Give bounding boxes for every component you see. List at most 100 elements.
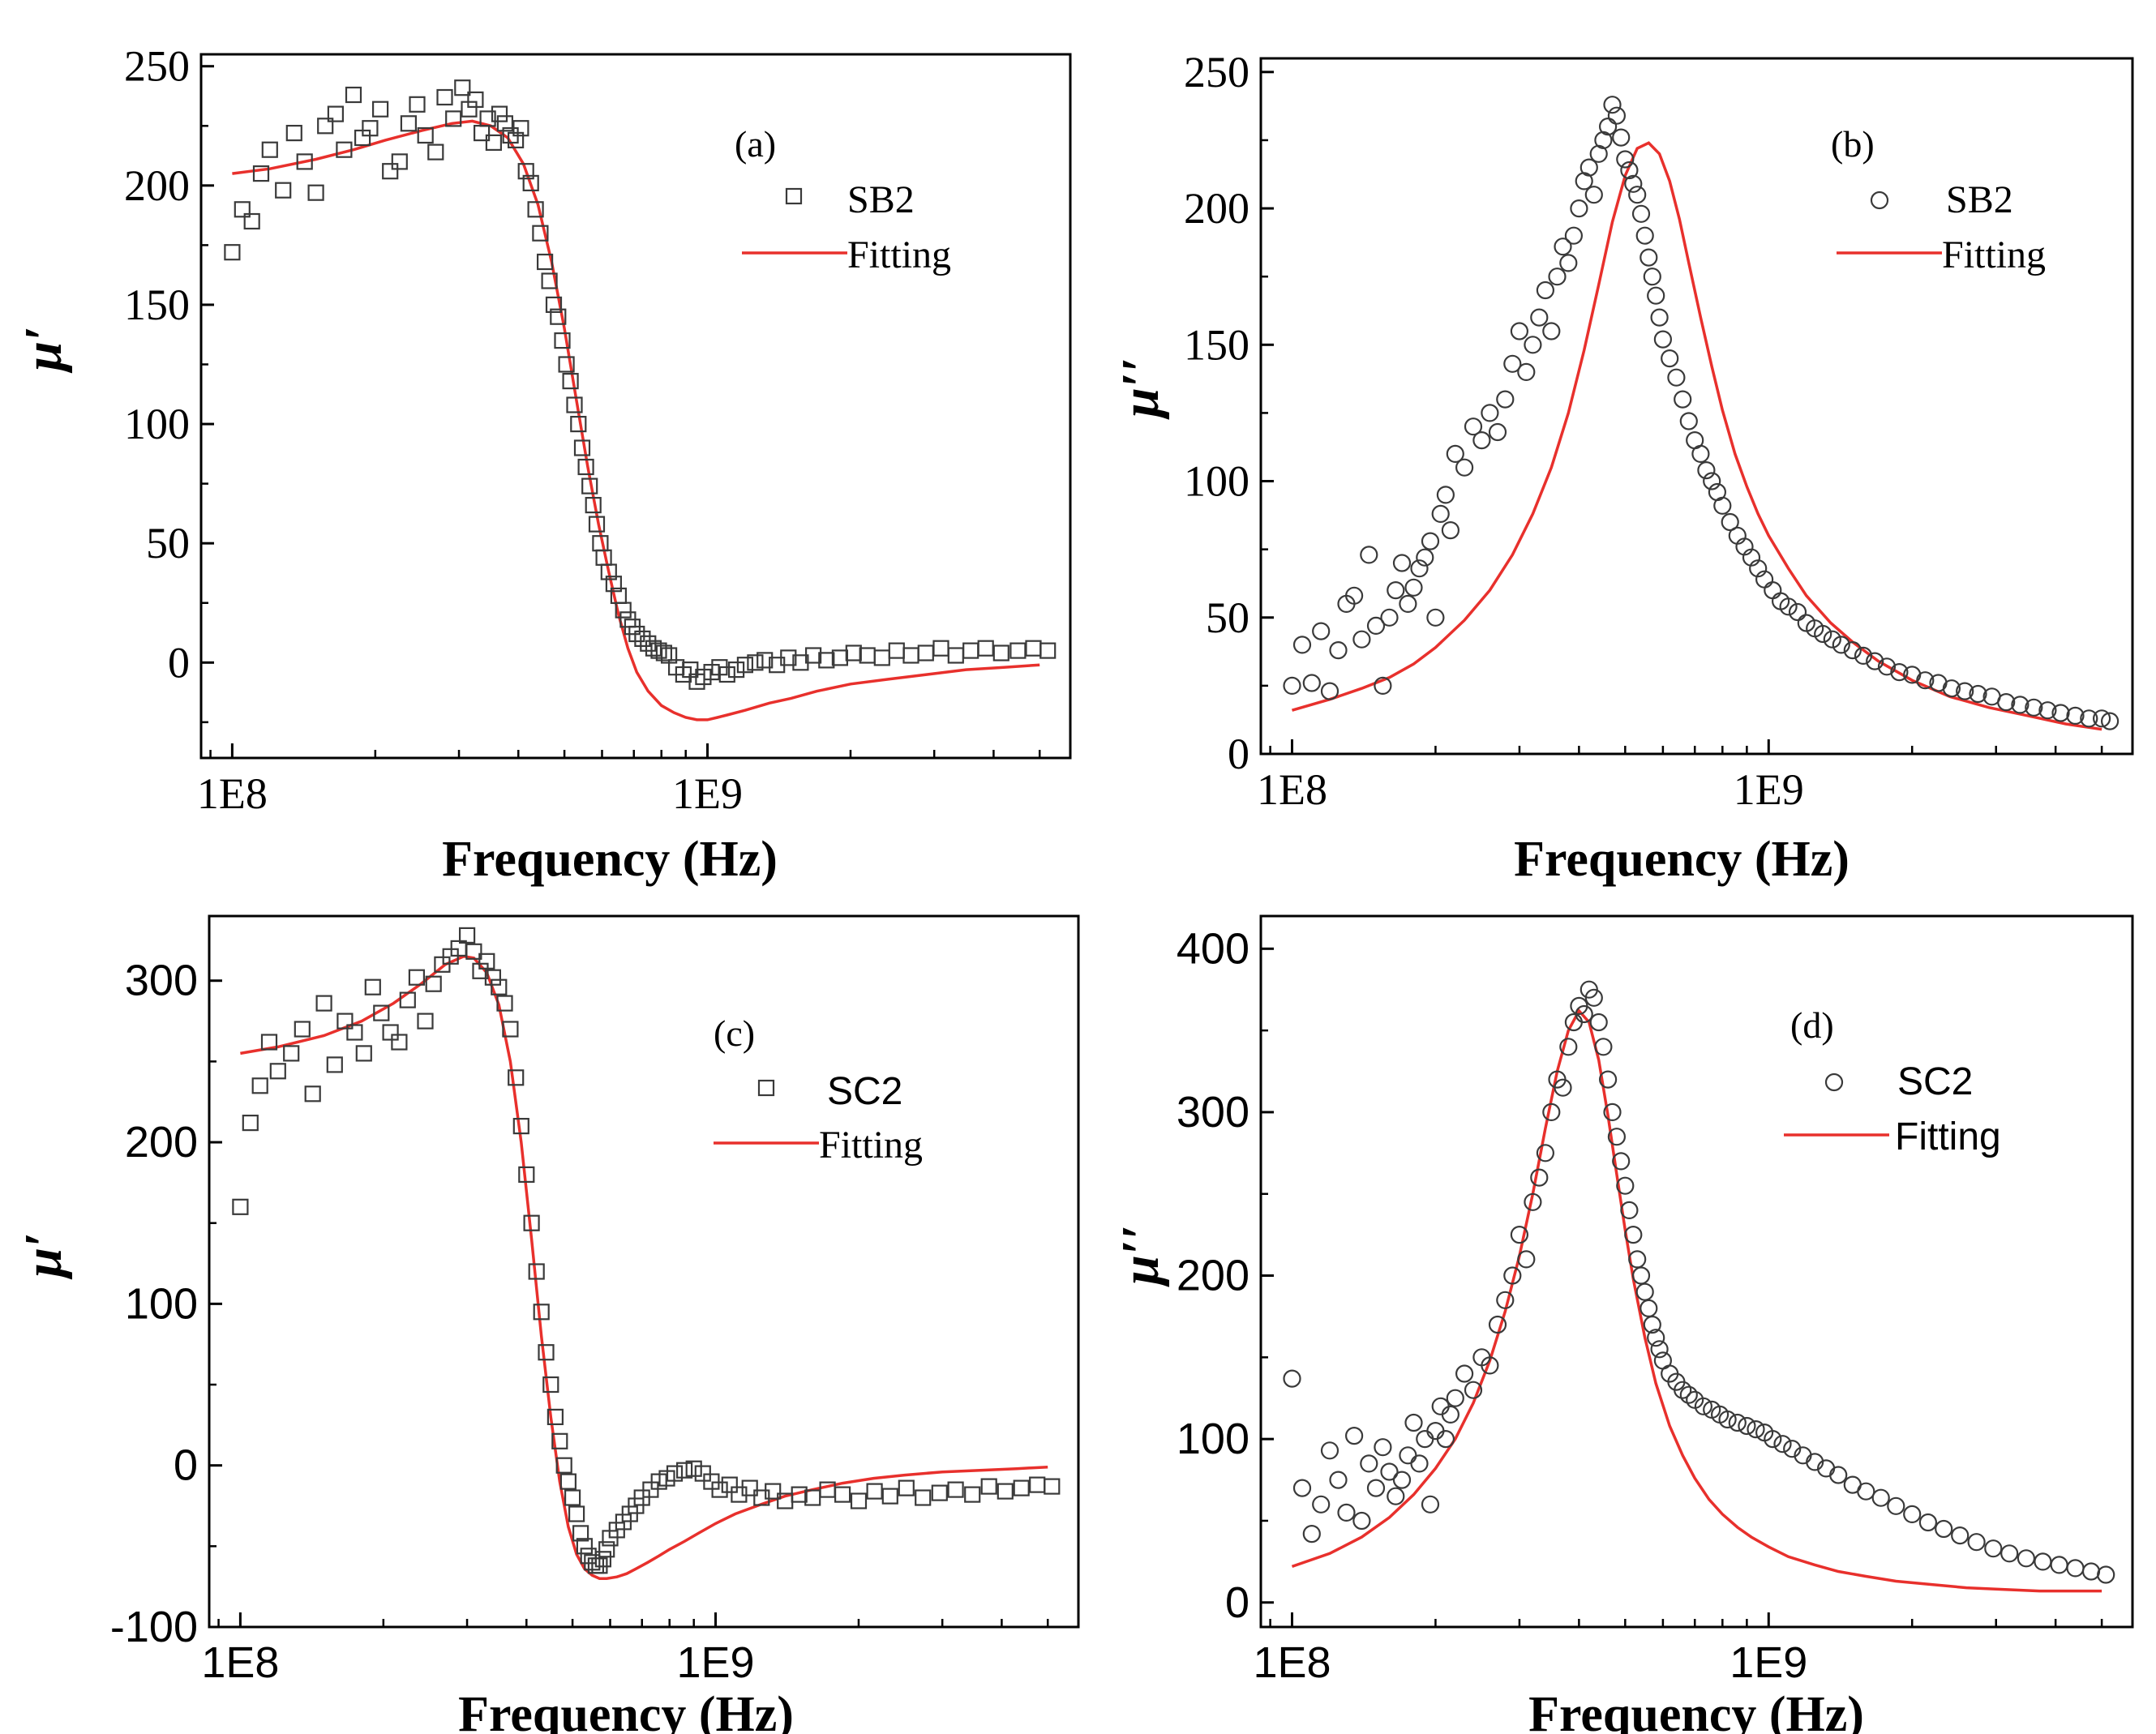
data-point xyxy=(1749,559,1768,578)
data-point xyxy=(1360,1454,1378,1473)
data-point xyxy=(1570,199,1588,218)
data-point xyxy=(932,640,949,657)
data-point xyxy=(628,625,645,643)
data-point xyxy=(1320,1441,1339,1460)
data-point xyxy=(1612,1152,1631,1171)
y-tick-label: 250 xyxy=(1184,48,1249,96)
data-point xyxy=(881,1488,898,1505)
data-point xyxy=(1320,682,1339,700)
legend-marker-square-a xyxy=(785,187,803,205)
data-point xyxy=(818,652,835,669)
data-point xyxy=(1916,671,1935,690)
data-point xyxy=(1329,640,1348,660)
y-axis-title-c: μ′ xyxy=(14,1232,73,1279)
data-point xyxy=(391,153,408,170)
data-point xyxy=(2000,1544,2019,1563)
data-point xyxy=(685,1460,702,1477)
data-point xyxy=(1025,640,1042,657)
legend-b: SB2 Fitting xyxy=(1837,178,2046,276)
data-point xyxy=(427,143,444,161)
data-point xyxy=(634,630,651,648)
data-point xyxy=(1352,1511,1371,1531)
data-point xyxy=(1542,322,1561,340)
data-point xyxy=(747,654,764,671)
y-axis-title-a: μ′ xyxy=(14,326,73,373)
data-point xyxy=(1421,532,1440,550)
data-point xyxy=(1631,1266,1651,1285)
fit-layer-b xyxy=(1292,141,2102,731)
data-point xyxy=(1446,1389,1464,1407)
data-point xyxy=(1399,1446,1417,1465)
y-tick-label: 0 xyxy=(1228,730,1249,778)
data-point xyxy=(1674,390,1692,409)
data-point xyxy=(804,647,822,664)
data-point xyxy=(650,642,667,659)
data-point xyxy=(588,516,606,533)
data-point xyxy=(479,110,496,127)
data-point xyxy=(512,120,529,137)
data-point xyxy=(947,647,964,664)
data-point xyxy=(1603,1102,1622,1122)
data-point xyxy=(1554,1078,1572,1097)
x-tick-label: 1E9 xyxy=(1734,765,1804,814)
data-point xyxy=(1404,578,1423,597)
data-point xyxy=(1441,520,1460,540)
data-point xyxy=(275,182,292,199)
data-point xyxy=(850,1492,868,1509)
plot-frame-a xyxy=(199,53,1072,760)
x-tick-label: 1E9 xyxy=(672,769,743,818)
data-point xyxy=(1616,1176,1635,1195)
data-point xyxy=(555,1457,572,1474)
data-point xyxy=(1366,1479,1386,1497)
data-point xyxy=(285,125,302,142)
data-point xyxy=(736,657,754,674)
x-axis-title-a: Frequency (Hz) xyxy=(442,832,778,887)
data-point xyxy=(2081,1562,2101,1581)
data-point xyxy=(898,1479,915,1496)
data-point xyxy=(496,995,513,1012)
data-point xyxy=(512,1117,529,1135)
data-point xyxy=(741,1479,758,1496)
y-tick-label: 150 xyxy=(124,280,190,329)
data-point xyxy=(294,1021,311,1038)
data-point xyxy=(1481,404,1499,422)
data-point xyxy=(1635,226,1654,245)
data-point xyxy=(1496,390,1515,409)
data-point xyxy=(977,640,994,657)
data-point xyxy=(915,1489,932,1506)
x-tick-label: 1E9 xyxy=(676,1638,754,1687)
data-point xyxy=(1421,1495,1440,1514)
data-point xyxy=(417,126,434,144)
fit-layer-a xyxy=(232,119,1040,721)
y-tick-label: 400 xyxy=(1177,924,1249,973)
data-point xyxy=(425,975,442,992)
data-point xyxy=(1589,1013,1608,1032)
data-point xyxy=(1984,1539,2003,1558)
data-point xyxy=(536,253,554,271)
data-point xyxy=(1542,1102,1561,1122)
data-point xyxy=(1496,1291,1515,1309)
data-point xyxy=(436,88,453,106)
data-point xyxy=(711,1481,728,1498)
y-tick-label: 0 xyxy=(174,1441,198,1490)
legend-entry-sb2-a: SB2 xyxy=(847,178,915,221)
plot-frame-d xyxy=(1259,914,2134,1629)
panel-d: 0 100 200 300 400 1E8 1E9 (d) SC2 Fitting μ′′… xyxy=(1111,914,2134,1734)
data-point xyxy=(1283,676,1301,696)
x-axis-title-c: Frequency (Hz) xyxy=(458,1687,794,1734)
marker-layer-d xyxy=(1283,980,2115,1584)
legend-entry-sb2-b: SB2 xyxy=(1946,178,2013,221)
data-point xyxy=(491,978,508,995)
data-point xyxy=(1721,512,1739,532)
data-point xyxy=(727,661,745,679)
data-point xyxy=(1829,1466,1848,1484)
data-point xyxy=(1823,630,1841,649)
data-point xyxy=(1579,158,1598,177)
data-point xyxy=(1472,430,1491,450)
data-point xyxy=(1380,1462,1399,1481)
data-point xyxy=(542,1376,559,1394)
x-tick-label: 1E9 xyxy=(1730,1638,1807,1687)
legend-entry-fitting-d: Fitting xyxy=(1895,1115,2001,1158)
data-point xyxy=(1292,636,1312,654)
